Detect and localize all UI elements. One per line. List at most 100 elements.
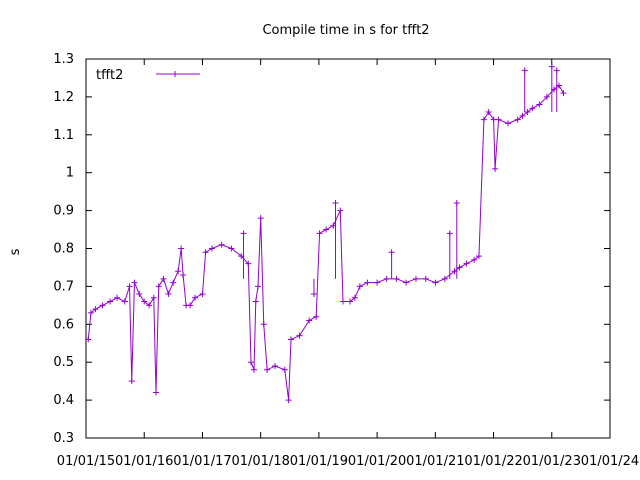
data-point — [150, 294, 157, 301]
x-tick-label: 01/01/19 — [290, 454, 348, 469]
data-point — [519, 112, 526, 119]
y-tick-label: 0.8 — [53, 242, 74, 257]
data-point — [251, 366, 258, 373]
data-point — [323, 226, 330, 233]
data-point — [475, 253, 482, 260]
data-point — [548, 63, 555, 70]
data-point — [107, 298, 114, 305]
data-point — [346, 298, 353, 305]
data-point — [446, 230, 453, 237]
data-point — [351, 294, 358, 301]
data-point — [388, 249, 395, 256]
data-point — [175, 268, 182, 275]
x-tick-label: 01/01/21 — [406, 454, 464, 469]
data-point — [393, 275, 400, 282]
data-point — [310, 290, 317, 297]
data-point — [146, 302, 153, 309]
data-point — [543, 93, 550, 100]
data-point — [178, 245, 185, 252]
series-group — [85, 63, 567, 404]
data-point — [255, 283, 262, 290]
data-point — [128, 378, 135, 385]
data-point — [152, 389, 159, 396]
data-point — [155, 283, 162, 290]
legend: tfft2 — [96, 68, 200, 83]
y-tick-label: 0.9 — [53, 204, 74, 219]
data-point — [228, 245, 235, 252]
data-point — [187, 302, 194, 309]
data-point — [480, 116, 487, 123]
data-point — [252, 298, 259, 305]
data-point — [296, 332, 303, 339]
data-point — [560, 90, 567, 97]
y-tick-label: 0.7 — [53, 279, 74, 294]
y-axis-label: s — [8, 248, 23, 255]
data-point — [285, 397, 292, 404]
data-point — [131, 279, 138, 286]
data-point — [432, 279, 439, 286]
data-point — [170, 279, 177, 286]
data-point — [504, 120, 511, 127]
data-point — [485, 109, 492, 116]
data-point — [199, 290, 206, 297]
data-point — [160, 275, 167, 282]
data-point — [247, 359, 254, 366]
data-point — [245, 260, 252, 267]
data-point — [553, 67, 560, 74]
y-tick-label: 0.3 — [53, 431, 74, 446]
data-point — [136, 290, 143, 297]
y-tick-label: 1 — [66, 166, 74, 181]
data-point — [165, 290, 172, 297]
x-tick-label: 01/01/16 — [115, 454, 173, 469]
x-tick-label: 01/01/20 — [348, 454, 406, 469]
data-point — [529, 105, 536, 112]
data-point — [441, 275, 448, 282]
y-axis: 0.3 0.4 0.5 0.6 0.7 0.8 0.9 1 1.1 1.2 1.3 — [53, 52, 610, 446]
x-tick-label: 01/01/22 — [464, 454, 522, 469]
data-point — [403, 279, 410, 286]
data-point — [240, 230, 247, 237]
data-point — [92, 306, 99, 313]
data-point — [114, 294, 121, 301]
data-point — [463, 260, 470, 267]
y-tick-label: 0.6 — [53, 317, 74, 332]
x-tick-label: 01/01/15 — [57, 454, 115, 469]
data-point — [141, 298, 148, 305]
data-point — [218, 241, 225, 248]
data-point — [521, 67, 528, 74]
data-point — [374, 279, 381, 286]
data-point — [471, 256, 478, 263]
chart-title: Compile time in s for tfft2 — [262, 23, 429, 38]
data-point — [364, 279, 371, 286]
data-point — [208, 245, 215, 252]
data-point — [306, 317, 313, 324]
plot-frame — [85, 58, 611, 439]
data-point — [456, 264, 463, 271]
x-tick-label: 01/01/18 — [231, 454, 289, 469]
data-point — [281, 366, 288, 373]
data-point — [492, 165, 499, 172]
data-point — [288, 336, 295, 343]
data-point — [337, 207, 344, 214]
data-point — [383, 275, 390, 282]
data-point — [99, 302, 106, 309]
data-point — [85, 336, 92, 343]
data-point — [514, 116, 521, 123]
y-tick-label: 1.1 — [53, 128, 74, 143]
data-point — [121, 298, 128, 305]
data-point — [202, 249, 209, 256]
y-tick-label: 0.5 — [53, 355, 74, 370]
data-point — [87, 309, 94, 316]
data-point — [126, 283, 133, 290]
data-point — [192, 294, 199, 301]
x-axis: 01/01/15 01/01/16 01/01/17 01/01/18 01/01/19… — [57, 59, 639, 469]
y-tick-label: 1.2 — [53, 90, 74, 105]
x-tick-label: 01/01/24 — [581, 454, 639, 469]
data-point — [316, 230, 323, 237]
data-point — [264, 366, 271, 373]
data-point — [257, 215, 264, 222]
data-point — [422, 275, 429, 282]
data-point — [332, 200, 339, 207]
data-point — [180, 272, 187, 279]
